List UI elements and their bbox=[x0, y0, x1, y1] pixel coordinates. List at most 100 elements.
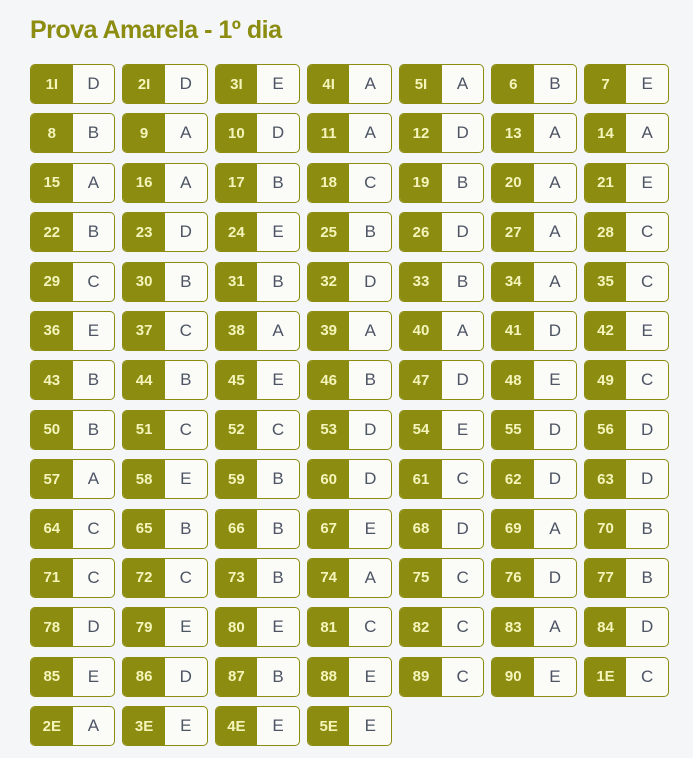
answer-cell: 5E E bbox=[306, 706, 393, 747]
answer-cell: 35 C bbox=[583, 261, 669, 302]
answer-letter: A bbox=[87, 716, 100, 736]
question-number: 34 bbox=[492, 262, 535, 301]
answer-cell: 76 D bbox=[491, 557, 577, 598]
question-number: 56 bbox=[584, 410, 627, 449]
answer-cell: 1I D bbox=[30, 64, 116, 104]
question-number: 35 bbox=[584, 262, 627, 301]
answer-letter: B bbox=[549, 74, 561, 93]
answer-letter: E bbox=[641, 172, 653, 192]
answer-letter: D bbox=[87, 74, 100, 93]
answer-cell: 42 E bbox=[583, 310, 669, 351]
question-number: 12 bbox=[400, 114, 442, 153]
answer-cell: 17 B bbox=[214, 162, 300, 203]
question-number: 22 bbox=[31, 213, 73, 252]
answer-cell: 51 C bbox=[122, 409, 208, 450]
answer-cell: 87 B bbox=[214, 656, 300, 697]
answer-cell: 19 B bbox=[399, 162, 485, 203]
question-number: 2I bbox=[123, 65, 165, 103]
question-number: 28 bbox=[584, 213, 627, 252]
answer-letter: A bbox=[549, 617, 561, 637]
answer-letter: B bbox=[180, 271, 192, 291]
question-number: 73 bbox=[215, 558, 258, 597]
answer-letter: C bbox=[87, 271, 100, 291]
question-number: 10 bbox=[215, 114, 258, 153]
answer-letter: A bbox=[549, 518, 561, 538]
answer-cell: 69 A bbox=[491, 508, 577, 549]
answer-cell: 55 D bbox=[491, 409, 577, 450]
answer-cell: 64 C bbox=[30, 508, 116, 549]
question-number: 23 bbox=[123, 213, 165, 252]
answer-cell: 78 D bbox=[30, 607, 116, 648]
answer-letter: E bbox=[549, 370, 561, 390]
answer-letter: D bbox=[548, 469, 562, 489]
answer-letter: C bbox=[456, 666, 469, 686]
answer-letter: A bbox=[364, 320, 376, 340]
question-number: 55 bbox=[492, 410, 535, 449]
answer-letter: D bbox=[87, 617, 100, 637]
answer-letter: D bbox=[179, 74, 192, 93]
answer-letter: C bbox=[179, 567, 192, 587]
question-number: 54 bbox=[400, 410, 442, 449]
question-number: 52 bbox=[215, 410, 258, 449]
answer-letter: A bbox=[180, 123, 192, 143]
answer-cell: 89 C bbox=[399, 656, 485, 697]
answer-cell: 30 B bbox=[122, 261, 208, 302]
answer-letter: B bbox=[87, 419, 100, 439]
answer-letter: B bbox=[456, 172, 469, 192]
question-number: 53 bbox=[307, 410, 350, 449]
question-number: 51 bbox=[123, 410, 165, 449]
answer-cell: 73 B bbox=[214, 557, 300, 598]
answer-cell: 25 B bbox=[306, 212, 393, 253]
question-number: 86 bbox=[123, 657, 165, 696]
answer-cell: 3E E bbox=[122, 706, 208, 747]
question-number: 25 bbox=[307, 213, 350, 252]
question-number: 46 bbox=[307, 361, 350, 400]
answer-cell: 53 D bbox=[306, 409, 393, 450]
answer-cell: 3I E bbox=[214, 64, 300, 104]
answer-letter: C bbox=[641, 666, 654, 686]
answer-cell: 37 C bbox=[122, 310, 208, 351]
answer-letter: E bbox=[364, 518, 376, 538]
question-number: 76 bbox=[492, 558, 535, 597]
question-number: 67 bbox=[307, 509, 350, 548]
question-number: 20 bbox=[492, 163, 535, 202]
answer-letter: B bbox=[272, 567, 284, 587]
answer-letter: B bbox=[87, 222, 100, 242]
answer-letter: A bbox=[456, 320, 469, 340]
answer-letter: A bbox=[549, 271, 561, 291]
answer-letter: D bbox=[364, 271, 377, 291]
answer-letter: B bbox=[180, 370, 192, 390]
answer-cell: 54 E bbox=[399, 409, 485, 450]
question-number: 75 bbox=[400, 558, 442, 597]
question-number: 1I bbox=[31, 65, 73, 103]
answer-letter: D bbox=[641, 469, 654, 489]
answer-letter: C bbox=[641, 370, 654, 390]
answer-letter: A bbox=[364, 123, 376, 143]
question-number: 59 bbox=[215, 460, 258, 499]
answer-cell: 58 E bbox=[122, 459, 208, 500]
answer-letter: D bbox=[456, 123, 469, 143]
answer-cell: 22 B bbox=[30, 212, 116, 253]
answer-cell: 83 A bbox=[491, 607, 577, 648]
answer-letter: C bbox=[641, 222, 654, 242]
question-number: 80 bbox=[215, 608, 258, 647]
answer-letter: D bbox=[641, 617, 654, 637]
question-number: 4I bbox=[307, 65, 350, 103]
answer-cell: 10 D bbox=[214, 113, 300, 154]
answer-cell: 43 B bbox=[30, 360, 116, 401]
question-number: 79 bbox=[123, 608, 165, 647]
question-number: 15 bbox=[31, 163, 73, 202]
answer-cell: 15 A bbox=[30, 162, 116, 203]
question-number: 3E bbox=[123, 707, 165, 746]
answer-letter: B bbox=[272, 666, 284, 686]
answer-cell: 90 E bbox=[491, 656, 577, 697]
answer-letter: A bbox=[87, 172, 100, 192]
answer-letter: E bbox=[272, 617, 284, 637]
answer-cell: 44 B bbox=[122, 360, 208, 401]
question-number: 69 bbox=[492, 509, 535, 548]
answer-cell: 2E A bbox=[30, 706, 116, 747]
question-number: 44 bbox=[123, 361, 165, 400]
answer-letter: D bbox=[456, 518, 469, 538]
answer-cell: 48 E bbox=[491, 360, 577, 401]
